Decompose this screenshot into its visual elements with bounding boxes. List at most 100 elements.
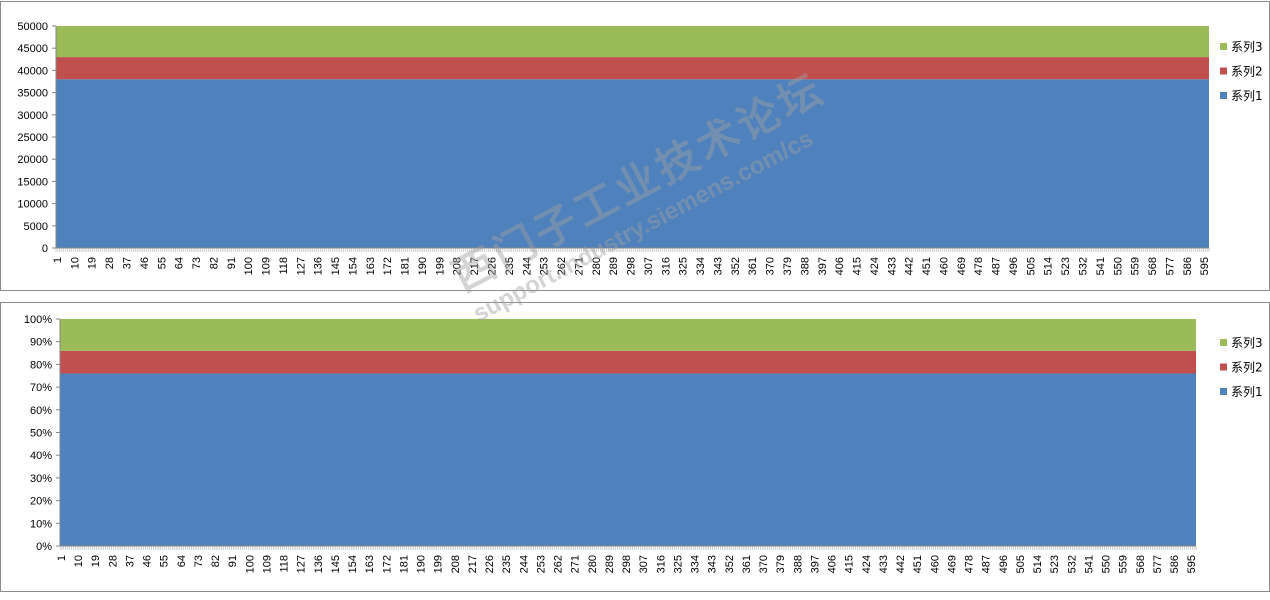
- x-tick-label: 244: [518, 555, 530, 573]
- x-tick-label: 181: [398, 555, 410, 573]
- area-series-2: [60, 350, 1196, 374]
- x-tick-label: 541: [1083, 555, 1095, 573]
- y-tick-label: 15000: [17, 176, 48, 188]
- area-series-1: [56, 79, 1209, 248]
- x-tick-label: 91: [227, 555, 239, 567]
- x-tick-label: 550: [1101, 555, 1113, 573]
- x-tick-label: 199: [434, 257, 446, 275]
- x-tick-label: 100: [244, 555, 256, 573]
- x-tick-label: 172: [382, 257, 394, 275]
- x-tick-label: 127: [295, 257, 307, 275]
- x-tick-label: 334: [695, 257, 707, 275]
- area-series-3: [60, 319, 1196, 351]
- x-tick-label: 532: [1077, 257, 1089, 275]
- x-tick-label: 514: [1043, 257, 1055, 275]
- x-tick-label: 586: [1182, 257, 1194, 275]
- x-tick-label: 352: [724, 555, 736, 573]
- x-tick-label: 145: [330, 555, 342, 573]
- x-tick-label: 19: [87, 257, 99, 269]
- x-tick-label: 370: [765, 257, 777, 275]
- x-tick-label: 10: [69, 257, 81, 269]
- y-tick-label: 10000: [17, 199, 48, 211]
- x-tick-label: 289: [604, 555, 616, 573]
- legend-label: 系列2: [1231, 65, 1263, 79]
- x-tick-label: 163: [365, 257, 377, 275]
- x-tick-label: 235: [504, 257, 516, 275]
- legend-swatch: [1220, 92, 1227, 99]
- chart-svg: 0 5000 10000 15000 20000 25000 30000 35000 40000…: [17, 21, 1263, 275]
- x-tick-label: 19: [90, 555, 102, 567]
- y-tick-label: 20%: [30, 496, 52, 508]
- x-tick-label: 226: [484, 555, 496, 573]
- y-tick-label: 25000: [17, 132, 48, 144]
- x-tick-label: 487: [991, 257, 1003, 275]
- legend-label: 系列3: [1231, 336, 1263, 350]
- x-tick-label: 586: [1169, 555, 1181, 573]
- x-tick-label: 46: [142, 555, 154, 567]
- x-tick-label: 100: [243, 257, 255, 275]
- x-tick-label: 577: [1152, 555, 1164, 573]
- legend-swatch: [1220, 339, 1227, 346]
- x-tick-label: 307: [643, 257, 655, 275]
- y-tick-label: 100%: [24, 314, 52, 326]
- x-tick-label: 163: [364, 555, 376, 573]
- x-tick-label: 1: [52, 257, 64, 263]
- stacked-area-chart-percent: 0% 10% 20% 30% 40% 50% 60% 70% 80% 90% 100% 1 10 19 28…: [0, 302, 1270, 592]
- x-tick-label: 325: [678, 257, 690, 275]
- y-tick-label: 5000: [24, 221, 48, 233]
- legend-label: 系列3: [1231, 40, 1263, 54]
- x-tick-label: 379: [775, 555, 787, 573]
- x-tick-label: 442: [895, 555, 907, 573]
- y-tick-label: 40%: [30, 450, 52, 462]
- x-tick-label: 190: [417, 257, 429, 275]
- x-tick-label: 172: [381, 555, 393, 573]
- x-tick-label: 397: [809, 555, 821, 573]
- x-tick-label: 541: [1095, 257, 1107, 275]
- legend-swatch: [1220, 363, 1227, 371]
- x-tick-label: 469: [956, 257, 968, 275]
- x-tick-label: 64: [176, 555, 188, 567]
- y-tick-label: 20000: [17, 154, 48, 166]
- y-tick-label: 50%: [30, 428, 52, 440]
- x-tick-label: 406: [827, 555, 839, 573]
- x-tick-label: 217: [469, 257, 481, 275]
- x-tick-label: 91: [226, 257, 238, 269]
- x-tick-label: 271: [573, 257, 585, 275]
- x-tick-label: 127: [296, 555, 308, 573]
- x-tick-label: 343: [707, 555, 719, 573]
- x-tick-label: 109: [261, 555, 273, 573]
- x-tick-label: 118: [279, 555, 291, 573]
- x-tick-label: 28: [107, 555, 119, 567]
- x-tick-label: 262: [553, 555, 565, 573]
- x-tick-label: 64: [174, 257, 186, 269]
- chart-svg: 0% 10% 20% 30% 40% 50% 60% 70% 80% 90% 100% 1 10 19 28…: [24, 314, 1263, 573]
- x-tick-label: 271: [570, 555, 582, 573]
- x-tick-label: 307: [638, 555, 650, 573]
- y-tick-label: 50000: [17, 21, 48, 33]
- legend-swatch: [1220, 43, 1227, 50]
- x-tick-label: 460: [929, 555, 941, 573]
- x-tick-label: 325: [672, 555, 684, 573]
- y-tick-label: 90%: [30, 337, 52, 349]
- x-tick-label: 10: [73, 555, 85, 567]
- y-tick-label: 60%: [30, 405, 52, 417]
- x-tick-label: 136: [313, 555, 325, 573]
- x-tick-label: 208: [452, 257, 464, 275]
- x-tick-label: 37: [124, 555, 136, 567]
- x-tick-label: 28: [104, 257, 116, 269]
- x-tick-label: 460: [938, 257, 950, 275]
- x-tick-label: 424: [869, 257, 881, 275]
- area-series-2: [56, 57, 1209, 80]
- x-tick-label: 451: [912, 555, 924, 573]
- x-tick-label: 550: [1112, 257, 1124, 275]
- area-series-3: [56, 26, 1209, 58]
- x-tick-label: 487: [981, 555, 993, 573]
- x-tick-label: 37: [121, 257, 133, 269]
- x-tick-label: 55: [159, 555, 171, 567]
- x-tick-label: 433: [878, 555, 890, 573]
- x-tick-label: 352: [730, 257, 742, 275]
- x-tick-label: 496: [1008, 257, 1020, 275]
- x-tick-label: 379: [782, 257, 794, 275]
- legend-label: 系列2: [1231, 361, 1263, 375]
- x-tick-label: 118: [278, 257, 290, 275]
